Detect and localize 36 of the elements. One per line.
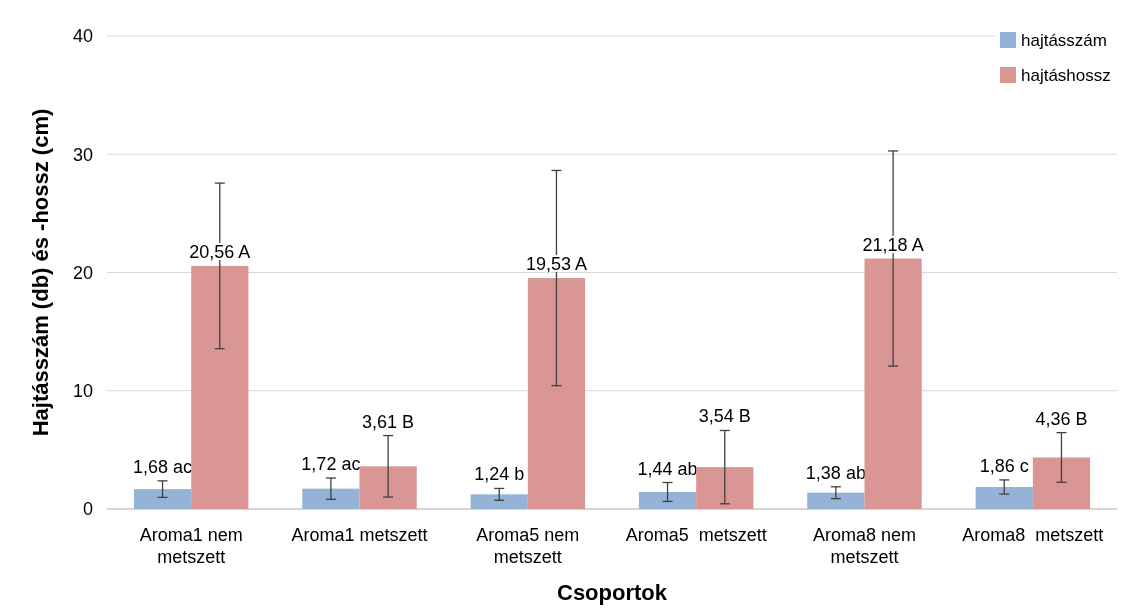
bar — [807, 492, 865, 509]
x-tick-label: Aroma5 nem metszett — [476, 525, 580, 567]
bar — [133, 489, 192, 509]
bar — [638, 491, 697, 509]
x-axis-title: Csoportok — [557, 580, 668, 605]
legend-label: hajtásszám — [1021, 30, 1107, 50]
data-label: 4,36 B — [1035, 408, 1088, 429]
data-label: 1,68 ac — [133, 456, 193, 477]
data-label: 3,54 B — [698, 406, 751, 427]
y-axis-title: Hajtásszám (db) és -hossz (cm) — [28, 108, 53, 437]
x-tick-label: Aroma5 metszett — [625, 525, 767, 545]
bar — [696, 467, 754, 509]
bar — [191, 265, 249, 509]
bar — [975, 487, 1033, 509]
y-tick-label: 20 — [72, 262, 93, 283]
bar — [302, 488, 360, 509]
bar — [864, 258, 922, 509]
data-label: 1,24 b — [474, 464, 525, 485]
x-tick-label: Aroma1 metszett — [291, 525, 428, 545]
data-label: 1,38 ab — [805, 462, 866, 483]
data-label: 1,86 c — [979, 455, 1029, 476]
y-tick-label: 0 — [82, 499, 93, 520]
data-label: 3,61 B — [362, 411, 415, 432]
bar — [1032, 457, 1091, 509]
y-tick-label: 40 — [72, 26, 93, 47]
y-tick-label: 30 — [72, 144, 93, 165]
legend-label: hajtáshossz — [1021, 65, 1111, 85]
x-tick-label: Aroma1 nem metszett — [139, 525, 243, 567]
y-tick-label: 10 — [72, 381, 93, 402]
x-tick-label: Aroma8 metszett — [962, 525, 1104, 545]
x-tick-label: Aroma8 nem metszett — [812, 525, 917, 567]
data-label: 1,44 ab — [637, 458, 698, 479]
bar — [470, 494, 528, 509]
data-label: 1,72 ac — [301, 454, 361, 475]
bar — [527, 278, 586, 509]
bar — [359, 466, 417, 509]
